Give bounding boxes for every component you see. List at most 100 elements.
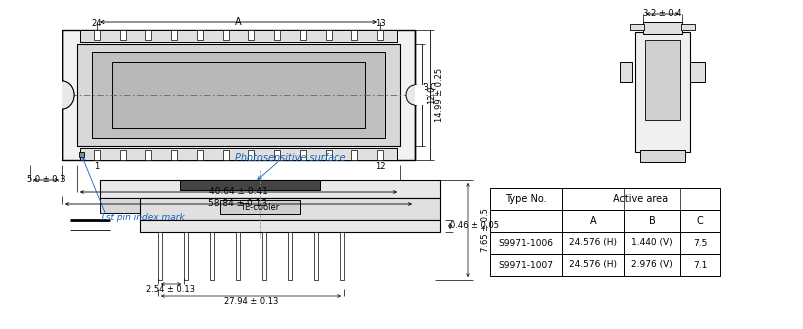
Bar bbox=[120, 150, 125, 160]
Bar bbox=[79, 152, 84, 157]
Text: S9971-1006: S9971-1006 bbox=[498, 239, 552, 247]
Bar bbox=[639, 150, 684, 162]
Bar bbox=[80, 148, 397, 160]
Bar bbox=[92, 52, 385, 138]
Bar bbox=[623, 254, 679, 276]
Bar bbox=[120, 30, 125, 40]
Bar bbox=[197, 30, 202, 40]
Text: 1: 1 bbox=[94, 162, 100, 171]
Bar bbox=[55, 81, 70, 109]
Bar bbox=[100, 180, 439, 198]
Bar bbox=[145, 30, 151, 40]
Text: 3.2 ± 0.4: 3.2 ± 0.4 bbox=[642, 10, 680, 18]
Bar bbox=[489, 210, 561, 232]
Bar bbox=[171, 150, 177, 160]
Bar bbox=[561, 188, 719, 210]
Bar bbox=[642, 22, 681, 34]
Bar bbox=[489, 188, 561, 210]
Text: 27.94 ± 0.13: 27.94 ± 0.13 bbox=[223, 297, 278, 307]
Text: C: C bbox=[695, 216, 703, 226]
Bar bbox=[561, 210, 623, 232]
Text: TE-cooler: TE-cooler bbox=[240, 203, 279, 212]
Bar bbox=[634, 32, 689, 152]
Bar bbox=[679, 210, 719, 232]
Text: 2.54 ± 0.13: 2.54 ± 0.13 bbox=[146, 286, 195, 294]
Bar bbox=[197, 150, 202, 160]
Bar bbox=[145, 150, 151, 160]
Bar bbox=[561, 232, 623, 254]
Bar bbox=[377, 30, 382, 40]
Bar bbox=[300, 30, 305, 40]
Text: 13: 13 bbox=[374, 19, 385, 28]
Text: A: A bbox=[589, 216, 596, 226]
Ellipse shape bbox=[406, 85, 423, 105]
Bar bbox=[377, 150, 382, 160]
Text: C: C bbox=[430, 83, 435, 91]
Bar bbox=[274, 30, 279, 40]
Bar bbox=[140, 198, 439, 220]
Bar bbox=[679, 232, 719, 254]
Text: Type No.: Type No. bbox=[504, 194, 546, 204]
Text: 24: 24 bbox=[92, 19, 102, 28]
Text: 7.65 ± 0.5: 7.65 ± 0.5 bbox=[481, 208, 490, 252]
Bar bbox=[623, 232, 679, 254]
Bar bbox=[351, 150, 357, 160]
Text: 40.64 ± 0.41: 40.64 ± 0.41 bbox=[208, 188, 267, 196]
Bar bbox=[623, 210, 679, 232]
Bar bbox=[94, 30, 100, 40]
Text: Photosensitive surface: Photosensitive surface bbox=[234, 153, 344, 163]
Text: 7.5: 7.5 bbox=[692, 239, 707, 247]
Bar bbox=[222, 150, 228, 160]
Text: 0.46 ± 0.05: 0.46 ± 0.05 bbox=[450, 221, 499, 231]
Bar bbox=[77, 44, 400, 146]
Bar bbox=[62, 30, 414, 160]
Bar bbox=[80, 30, 397, 42]
Bar bbox=[644, 40, 679, 120]
Bar bbox=[210, 232, 214, 280]
Text: B: B bbox=[648, 216, 654, 226]
Text: 12.0: 12.0 bbox=[426, 86, 435, 104]
Text: 7.1: 7.1 bbox=[692, 261, 707, 269]
Bar bbox=[489, 254, 561, 276]
Bar bbox=[561, 254, 623, 276]
Text: 4.0: 4.0 bbox=[30, 89, 39, 102]
Text: 14.99 ± 0.25: 14.99 ± 0.25 bbox=[434, 68, 443, 122]
Text: A: A bbox=[235, 17, 242, 27]
Bar bbox=[236, 232, 240, 280]
Bar bbox=[287, 232, 291, 280]
Bar bbox=[630, 24, 643, 30]
Text: 1.440 (V): 1.440 (V) bbox=[630, 239, 672, 247]
Text: 24.576 (H): 24.576 (H) bbox=[569, 239, 616, 247]
Text: 5.0 ± 0.3: 5.0 ± 0.3 bbox=[26, 175, 65, 185]
Bar bbox=[274, 150, 279, 160]
Text: B: B bbox=[422, 83, 427, 91]
Ellipse shape bbox=[50, 81, 74, 109]
Bar bbox=[158, 232, 161, 280]
Text: 1st pin index mark: 1st pin index mark bbox=[100, 214, 185, 222]
Bar bbox=[140, 220, 439, 232]
Bar bbox=[679, 254, 719, 276]
Bar bbox=[112, 62, 365, 128]
Bar bbox=[325, 150, 331, 160]
Text: 58.84 ± 0.13: 58.84 ± 0.13 bbox=[208, 199, 267, 209]
Bar bbox=[262, 232, 266, 280]
Bar bbox=[314, 232, 318, 280]
Text: 2.976 (V): 2.976 (V) bbox=[630, 261, 672, 269]
Bar bbox=[248, 150, 254, 160]
Bar bbox=[489, 232, 561, 254]
Text: Active area: Active area bbox=[613, 194, 668, 204]
Bar bbox=[414, 85, 425, 105]
Bar bbox=[222, 30, 228, 40]
Bar bbox=[325, 30, 331, 40]
Bar bbox=[680, 24, 694, 30]
Bar bbox=[184, 232, 188, 280]
Bar bbox=[340, 232, 344, 280]
Bar bbox=[689, 62, 704, 82]
Bar bbox=[180, 180, 320, 190]
Bar bbox=[248, 30, 254, 40]
Bar bbox=[100, 198, 140, 213]
Bar bbox=[220, 200, 300, 214]
Bar bbox=[0, 30, 62, 160]
Bar bbox=[619, 62, 631, 82]
Text: 12: 12 bbox=[374, 162, 385, 171]
